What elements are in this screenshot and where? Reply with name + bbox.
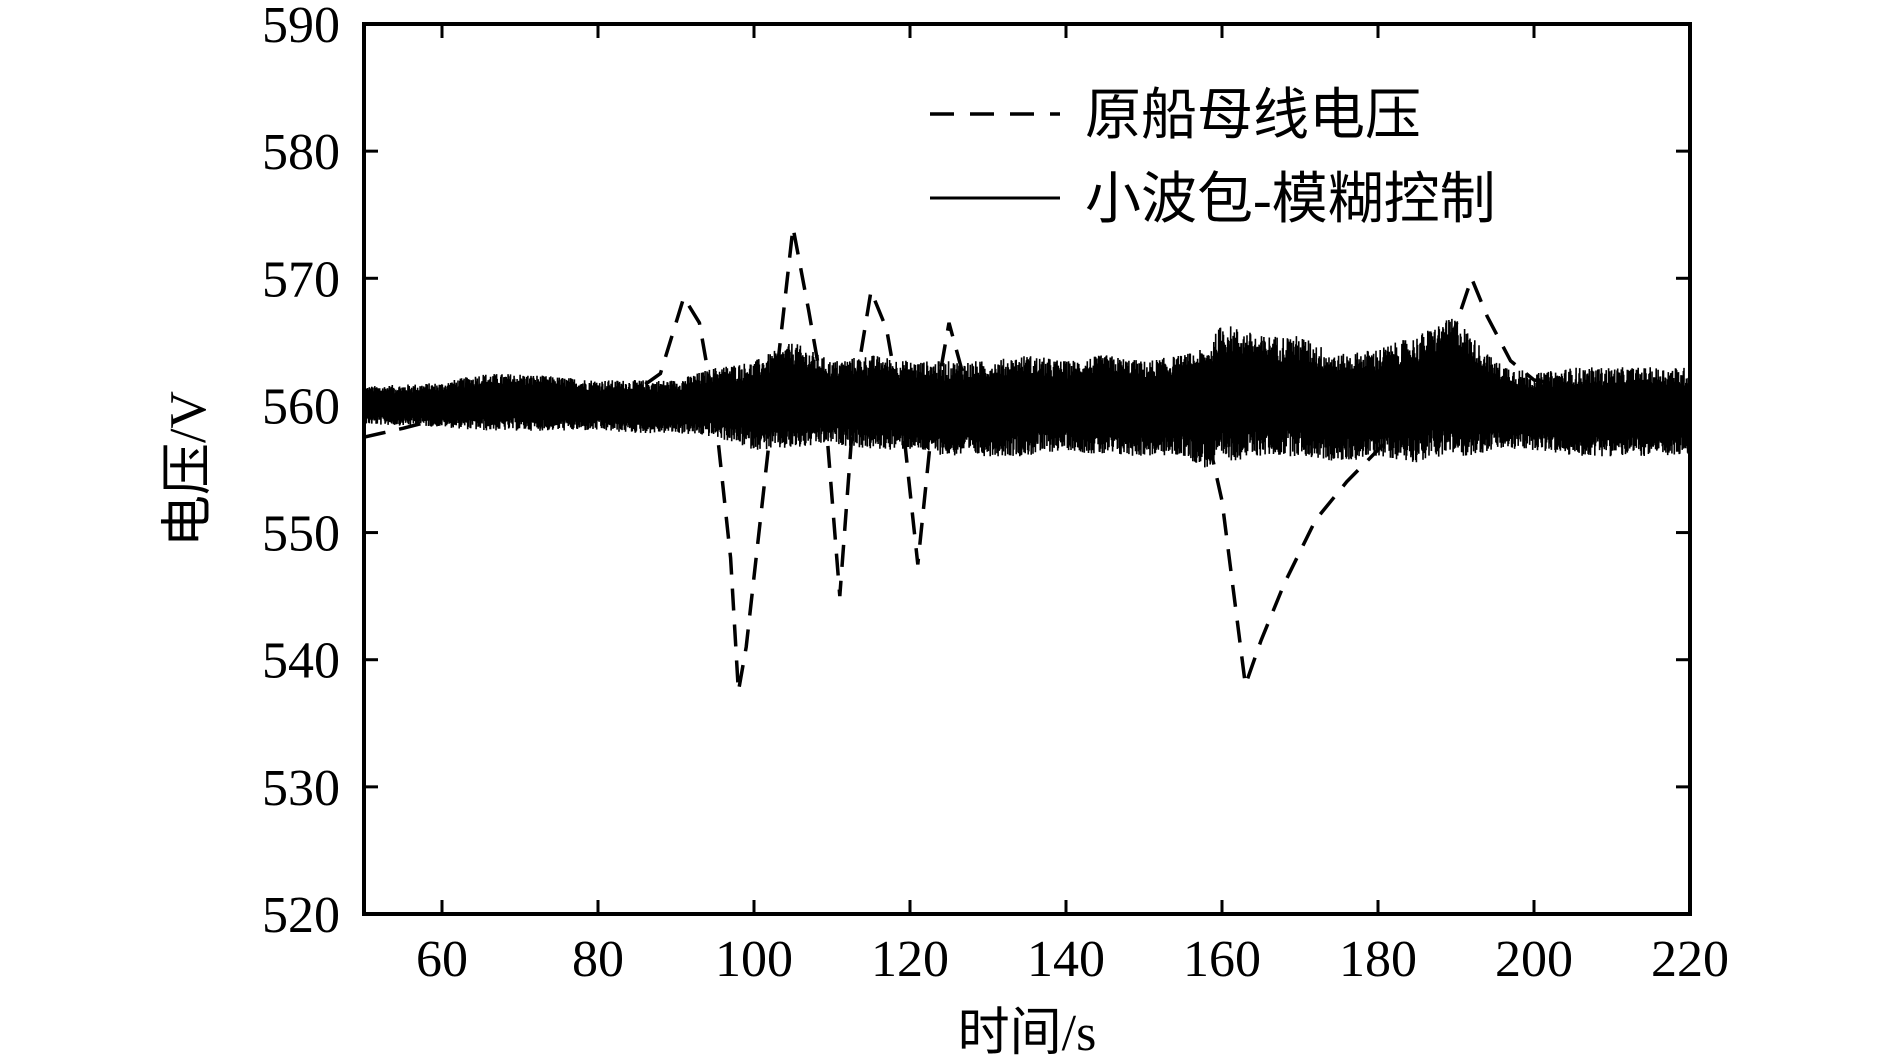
x-tick-label: 220 — [1651, 931, 1729, 988]
series-line-original-bus-voltage — [364, 227, 1690, 692]
series-line-wavelet-fuzzy-control — [364, 318, 1690, 468]
legend-label-wavelet-fuzzy-control: 小波包-模糊控制 — [1085, 169, 1496, 231]
y-tick-label: 580 — [262, 124, 340, 181]
x-tick-label: 180 — [1339, 931, 1417, 988]
y-tick-label: 530 — [262, 760, 340, 817]
y-axis-title: 电压/V — [160, 391, 217, 547]
x-axis-title: 时间/s — [958, 1005, 1097, 1062]
ticks-layer: 60 80 100 120 140 160 180 200 220 520 530 540 550 560… — [262, 0, 1729, 988]
x-tick-label: 200 — [1495, 931, 1573, 988]
x-tick-label: 60 — [416, 931, 468, 988]
y-tick-label: 550 — [262, 506, 340, 563]
y-tick-label: 540 — [262, 633, 340, 690]
x-tick-label: 80 — [572, 931, 624, 988]
y-tick-label: 520 — [262, 887, 340, 944]
x-tick-label: 100 — [715, 931, 793, 988]
y-tick-label: 590 — [262, 0, 340, 54]
legend-label-original-bus-voltage: 原船母线电压 — [1085, 85, 1421, 147]
x-tick-label: 160 — [1183, 931, 1261, 988]
x-tick-label: 120 — [871, 931, 949, 988]
legend: 原船母线电压 小波包-模糊控制 — [930, 85, 1496, 231]
series-layer — [364, 227, 1690, 692]
x-tick-label: 140 — [1027, 931, 1105, 988]
y-tick-label: 560 — [262, 378, 340, 435]
plot-area-frame — [362, 22, 1692, 916]
y-tick-label: 570 — [262, 251, 340, 308]
